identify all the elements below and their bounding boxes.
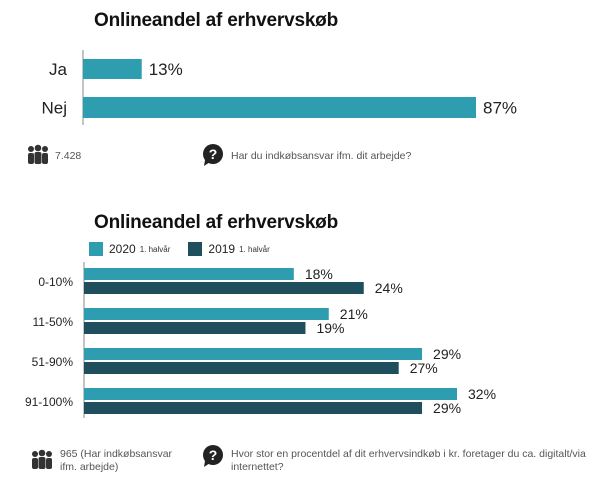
legend-swatch-2020 <box>89 242 103 256</box>
category-label-51-90: 51-90% <box>32 355 74 369</box>
question-bubble-icon: ? <box>201 444 225 473</box>
chart1-plot: Ja 13% Nej 87% <box>41 50 517 125</box>
people-icon <box>30 449 54 475</box>
svg-text:?: ? <box>209 447 218 463</box>
category-label-11-50: 11-50% <box>33 315 74 329</box>
category-label-nej: Nej <box>41 99 67 118</box>
bar-2020-0-10 <box>84 268 294 280</box>
legend-label-2019: 2019 <box>208 242 236 256</box>
bar-2019-11-50 <box>84 322 306 334</box>
bar-2020-51-90 <box>84 348 423 360</box>
svg-text:?: ? <box>209 146 218 162</box>
chart2-title: Onlineandel af erhvervskøb <box>94 212 338 233</box>
bar-2020-11-50 <box>84 308 329 320</box>
bar-2019-51-90 <box>84 362 399 374</box>
value-label-2020-91-100: 32% <box>468 386 496 402</box>
value-label-2020-0-10: 18% <box>305 266 333 282</box>
survey-question: Hvor stor en procentdel af dit erhvervsi… <box>231 448 586 473</box>
value-label-2019-91-100: 29% <box>433 400 461 416</box>
bar-2020-91-100 <box>84 388 457 400</box>
category-label-ja: Ja <box>49 60 68 79</box>
value-label-2019-0-10: 24% <box>375 280 403 296</box>
value-label-ja: 13% <box>149 60 183 79</box>
bar-ja <box>83 59 142 79</box>
legend-label-2020: 2020 <box>109 242 136 256</box>
respondent-count: 7.428 <box>55 150 82 162</box>
survey-question: Har du indkøbsansvar ifm. dit arbejde? <box>231 150 412 162</box>
people-icon <box>26 144 50 170</box>
legend-item-2020: 2020 1. halvår <box>89 242 170 256</box>
bar-nej <box>83 97 476 118</box>
value-label-2020-11-50: 21% <box>340 306 368 322</box>
legend-item-2019: 2019 1. halvår <box>188 242 270 256</box>
value-label-2019-11-50: 19% <box>316 320 344 336</box>
legend-note-2019: 1. halvår <box>239 244 270 254</box>
category-label-0-10: 0-10% <box>38 275 73 289</box>
bar-2019-91-100 <box>84 402 423 414</box>
bar-2019-0-10 <box>84 282 364 294</box>
value-label-2020-51-90: 29% <box>433 346 461 362</box>
value-label-nej: 87% <box>483 99 517 118</box>
question-bubble-icon: ? <box>201 143 225 172</box>
chart1-title: Onlineandel af erhvervskøb <box>94 10 338 31</box>
legend-swatch-2019 <box>188 242 203 256</box>
chart2-legend: 2020 1. halvår 2019 1. halvår <box>89 242 288 256</box>
category-label-91-100: 91-100% <box>25 395 73 409</box>
respondent-count: 965 (Har indkøbsansvar ifm. arbejde) <box>60 448 173 473</box>
legend-note-2020: 1. halvår <box>139 244 171 254</box>
value-label-2019-51-90: 27% <box>410 360 438 376</box>
